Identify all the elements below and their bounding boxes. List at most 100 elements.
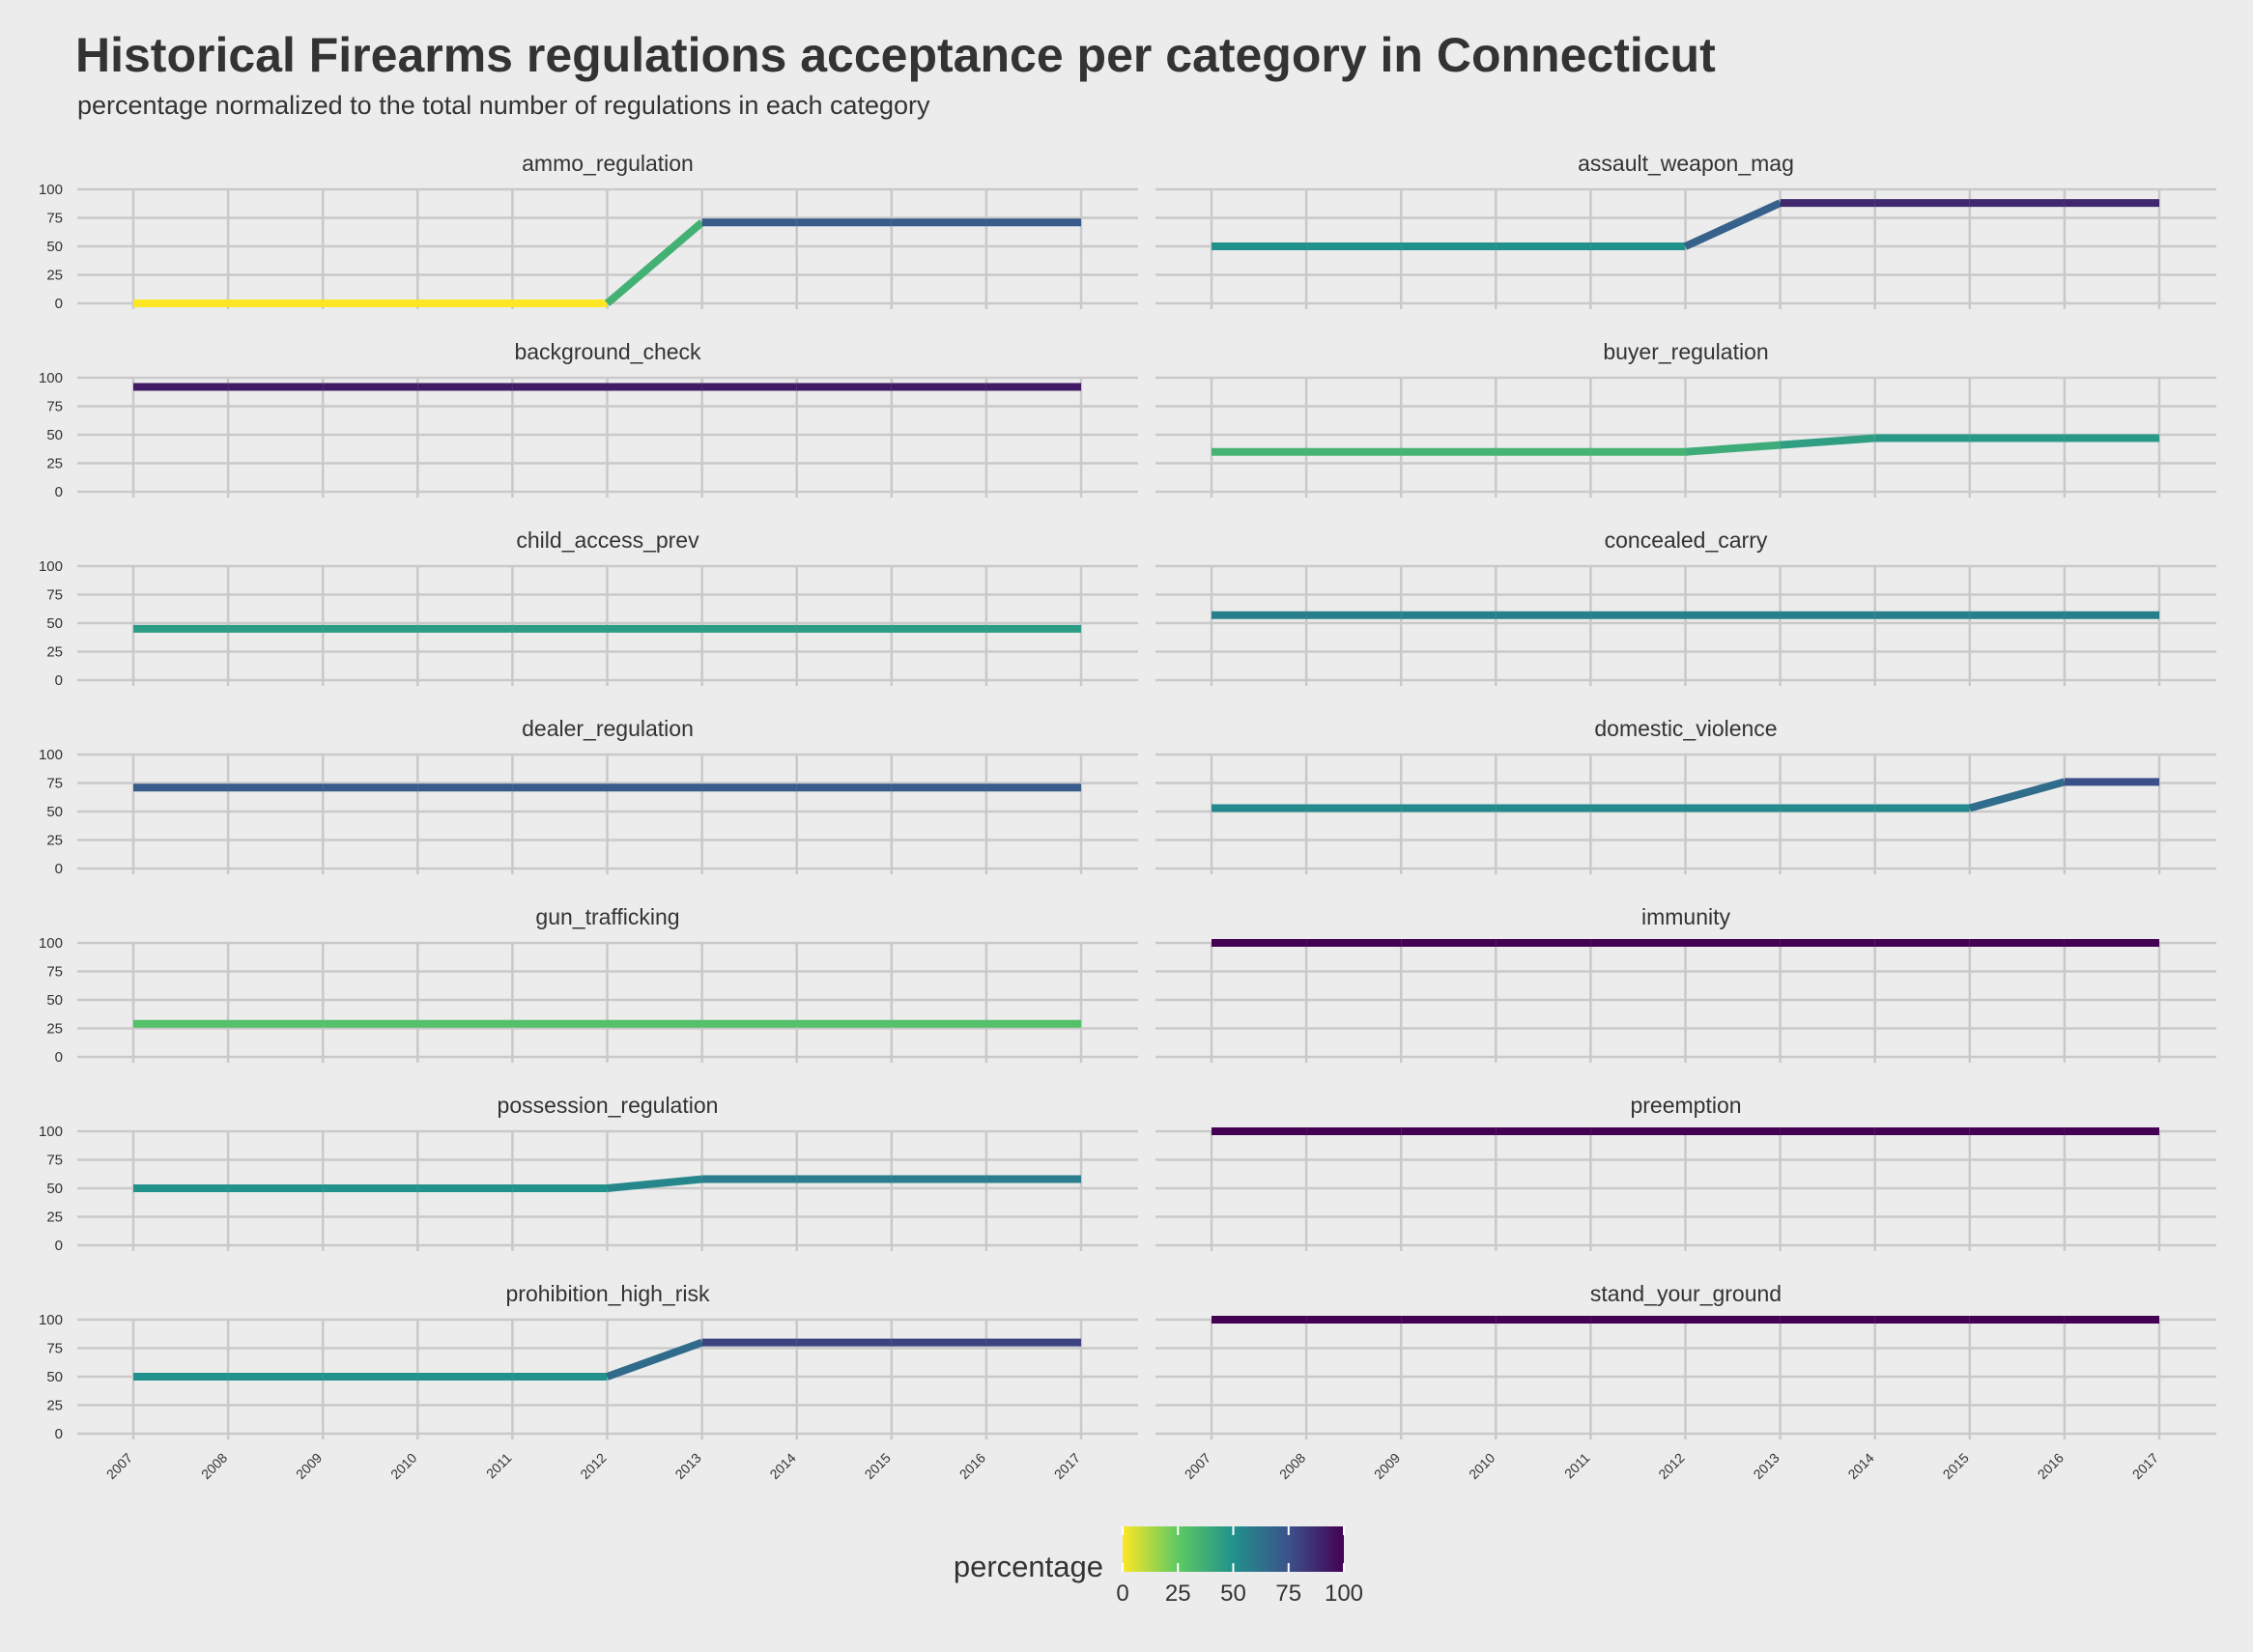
x-tick-label: 2009 [1371, 1450, 1403, 1482]
legend-tick-label: 50 [1220, 1581, 1246, 1607]
x-tick-label: 2016 [956, 1450, 988, 1482]
series-line-segment [604, 219, 705, 307]
facet-child_access_prev: child_access_prev 0 25 50 75 100 [39, 527, 1138, 689]
facet-strip-label: possession_regulation [498, 1093, 719, 1118]
y-tick-label: 25 [46, 268, 63, 284]
y-tick-label: 75 [46, 211, 63, 227]
y-tick-label: 75 [46, 1153, 63, 1169]
y-tick-label: 0 [55, 484, 63, 500]
y-tick-label: 50 [46, 615, 63, 632]
facet-panels: ammo_regulation 0 25 50 75 100 assault_weapon_… [39, 151, 2216, 1482]
x-tick-label: 2012 [1655, 1450, 1687, 1482]
y-tick-label: 75 [46, 776, 63, 792]
y-tick-label: 75 [46, 587, 63, 604]
facet-buyer_regulation: buyer_regulation [1155, 339, 2216, 498]
y-tick-label: 0 [55, 1238, 63, 1254]
x-tick-label: 2015 [1940, 1450, 1972, 1482]
facet-dealer_regulation: dealer_regulation 0 25 50 75 100 [39, 716, 1138, 877]
series-line-segment [1683, 199, 1782, 250]
y-tick-label: 50 [46, 804, 63, 820]
y-tick-label: 25 [46, 1210, 63, 1226]
facet-prohibition_high_risk: prohibition_high_risk 0 25 50 75 100 2007 2008 2… [39, 1281, 1138, 1482]
facet-strip-label: buyer_regulation [1603, 339, 1768, 364]
y-tick-label: 25 [46, 456, 63, 472]
x-tick-label: 2012 [577, 1450, 609, 1482]
legend-tick-label: 100 [1325, 1581, 1363, 1607]
x-tick-label: 2007 [1182, 1450, 1213, 1482]
color-legend: percentage 0 25 50 75 100 [954, 1526, 1363, 1607]
y-tick-label: 0 [55, 296, 63, 312]
facet-strip-label: ammo_regulation [522, 151, 694, 176]
y-tick-label: 50 [46, 1181, 63, 1197]
y-tick-label: 50 [46, 992, 63, 1009]
legend-tick-label: 0 [1116, 1581, 1128, 1607]
facet-strip-label: gun_trafficking [535, 904, 679, 929]
y-tick-label: 75 [46, 964, 63, 981]
y-tick-label: 0 [55, 1049, 63, 1066]
y-tick-label: 50 [46, 1369, 63, 1385]
x-tick-label: 2014 [1844, 1450, 1876, 1482]
x-tick-label: 2016 [2035, 1450, 2067, 1482]
x-tick-label: 2008 [198, 1450, 230, 1482]
series-line-segment [1780, 434, 1875, 449]
y-tick-label: 100 [39, 935, 63, 952]
y-tick-label: 25 [46, 833, 63, 849]
facet-strip-label: dealer_regulation [522, 716, 694, 741]
y-tick-label: 100 [39, 747, 63, 763]
x-tick-label: 2013 [1750, 1450, 1782, 1482]
facet-ammo_regulation: ammo_regulation 0 25 50 75 100 [39, 151, 1138, 312]
x-tick-label: 2007 [103, 1450, 135, 1482]
x-tick-label: 2008 [1276, 1450, 1308, 1482]
facet-strip-label: domestic_violence [1594, 716, 1777, 741]
x-tick-label: 2017 [1051, 1450, 1083, 1482]
x-tick-label: 2011 [483, 1450, 515, 1482]
facet-strip-label: concealed_carry [1605, 527, 1768, 553]
legend-title: percentage [954, 1550, 1103, 1583]
x-tick-label: 2010 [387, 1450, 419, 1482]
facet-strip-label: prohibition_high_risk [506, 1281, 710, 1306]
x-tick-label: 2015 [862, 1450, 894, 1482]
facet-stand_your_ground: stand_your_ground 2007 2008 2009 2010 2011 201… [1155, 1281, 2216, 1482]
legend-tick-label: 25 [1165, 1581, 1191, 1607]
series-line-segment [1968, 778, 2066, 812]
facet-assault_weapon_mag: assault_weapon_mag [1155, 151, 2216, 309]
x-tick-label: 2013 [671, 1450, 703, 1482]
y-tick-label: 0 [55, 1426, 63, 1442]
facet-strip-label: assault_weapon_mag [1578, 151, 1794, 176]
facet-immunity: immunity [1155, 904, 2216, 1063]
y-tick-label: 100 [39, 182, 63, 198]
series-line-segment [606, 1338, 703, 1381]
x-tick-label: 2009 [293, 1450, 325, 1482]
series-line-segment [1685, 441, 1781, 456]
legend-tick-label: 75 [1275, 1581, 1301, 1607]
y-tick-label: 50 [46, 427, 63, 443]
y-tick-label: 0 [55, 861, 63, 877]
facet-strip-label: stand_your_ground [1590, 1281, 1782, 1306]
x-tick-label: 2010 [1466, 1450, 1497, 1482]
y-tick-label: 0 [55, 672, 63, 689]
y-tick-label: 100 [39, 558, 63, 575]
facet-preemption: preemption [1155, 1093, 2216, 1251]
series-line-segment [607, 1175, 702, 1192]
facet-strip-label: immunity [1641, 904, 1731, 929]
facet-concealed_carry: concealed_carry [1155, 527, 2216, 686]
chart-title: Historical Firearms regulations acceptan… [75, 28, 1716, 82]
facet-strip-label: preemption [1630, 1093, 1741, 1118]
facet-possession_regulation: possession_regulation 0 25 50 75 100 [39, 1093, 1138, 1254]
y-tick-label: 25 [46, 1021, 63, 1038]
facet-domestic_violence: domestic_violence [1155, 716, 2216, 874]
facet-background_check: background_check 0 25 50 75 100 [39, 339, 1138, 500]
facet-strip-label: background_check [514, 339, 701, 364]
x-tick-label: 2014 [766, 1450, 798, 1482]
facet-strip-label: child_access_prev [516, 527, 699, 553]
y-tick-label: 25 [46, 1398, 63, 1414]
x-tick-label: 2017 [2129, 1450, 2161, 1482]
y-tick-label: 50 [46, 239, 63, 255]
x-tick-label: 2011 [1561, 1450, 1593, 1482]
y-tick-label: 25 [46, 644, 63, 661]
chart-subtitle: percentage normalized to the total numbe… [77, 91, 930, 120]
y-tick-label: 100 [39, 1124, 63, 1140]
y-tick-label: 75 [46, 399, 63, 415]
y-tick-label: 75 [46, 1341, 63, 1357]
